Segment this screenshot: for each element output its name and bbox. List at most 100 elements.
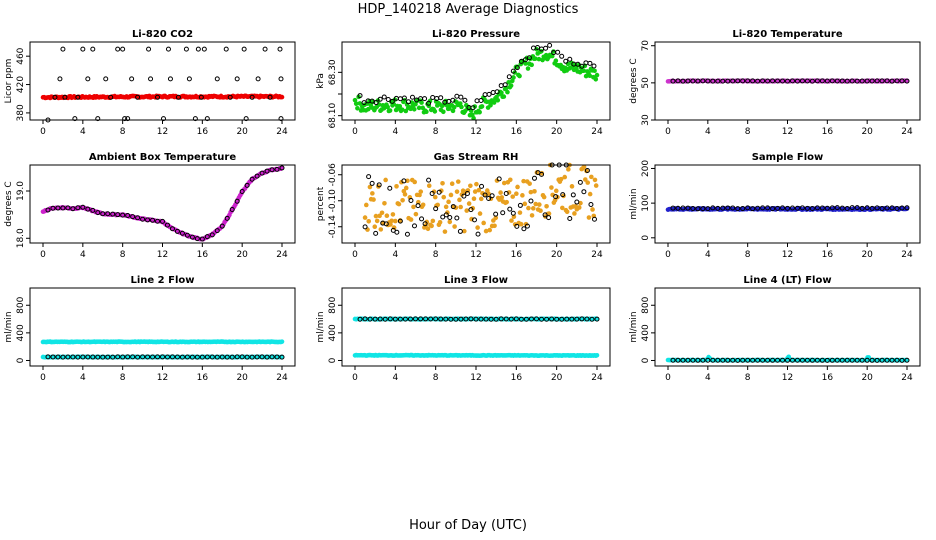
gas-stream-rh-point bbox=[514, 191, 519, 197]
gas-stream-rh-point bbox=[521, 178, 526, 184]
line4-flow-point bbox=[695, 357, 701, 363]
sample-flow-point bbox=[814, 205, 820, 211]
line4-flow-point bbox=[775, 357, 781, 363]
li820-co2-ytick-label: 380 bbox=[16, 104, 26, 121]
li820-temperature-point bbox=[755, 78, 761, 84]
line4-flow-point bbox=[844, 357, 850, 363]
line2-flow-point bbox=[184, 354, 190, 360]
gas-stream-rh-point bbox=[405, 178, 410, 184]
gas-stream-rh-point bbox=[527, 181, 532, 186]
ambient-box-temperature-point bbox=[140, 216, 146, 222]
line2-flow-point bbox=[204, 354, 210, 360]
line2-flow-point bbox=[65, 354, 71, 360]
li820-co2-point bbox=[195, 46, 201, 52]
ambient-box-temperature-xtick-label: 20 bbox=[236, 250, 248, 260]
ambient-box-temperature-point bbox=[120, 212, 126, 218]
line3-flow-xtick-label: 0 bbox=[352, 373, 358, 383]
line3-flow-ytick-label: 0 bbox=[328, 357, 338, 363]
li820-co2-point bbox=[278, 116, 284, 122]
line2-flow-ytick-label: 400 bbox=[16, 324, 26, 341]
line4-flow-ytick-label: 0 bbox=[641, 357, 651, 363]
li820-pressure-point bbox=[525, 66, 531, 71]
gas-stream-rh-point bbox=[371, 197, 376, 202]
li820-co2-point bbox=[165, 46, 171, 52]
line3-flow-ytick-label: 400 bbox=[328, 324, 338, 341]
gas-stream-rh-point bbox=[560, 205, 565, 211]
li820-pressure-point bbox=[459, 104, 464, 110]
gas-stream-rh-point bbox=[426, 183, 432, 189]
li820-pressure-xtick-label: 8 bbox=[433, 127, 439, 137]
li820-pressure-point bbox=[502, 82, 508, 88]
gas-stream-rh-point bbox=[441, 194, 447, 200]
line2-flow-xtick-label: 0 bbox=[40, 373, 46, 383]
sample-flow-point bbox=[730, 205, 736, 211]
li820-co2-point bbox=[125, 116, 131, 122]
line4-flow-xtick-label: 16 bbox=[822, 373, 834, 383]
sample-flow-xtick-label: 0 bbox=[665, 250, 671, 260]
gas-stream-rh-point bbox=[576, 205, 582, 210]
gas-stream-rh-point bbox=[447, 219, 453, 225]
li820-pressure-point bbox=[535, 44, 541, 50]
li820-co2-point bbox=[52, 94, 58, 100]
line2-flow-ytick-label: 0 bbox=[16, 357, 26, 363]
sample-flow-point bbox=[899, 205, 905, 211]
gas-stream-rh-point bbox=[433, 206, 439, 212]
line4-flow-series-1 bbox=[670, 357, 910, 363]
gas-stream-rh-point bbox=[486, 195, 492, 201]
li820-co2-point bbox=[214, 76, 220, 82]
gas-stream-rh-point bbox=[440, 180, 445, 186]
ambient-box-temperature-xtick-label: 8 bbox=[120, 250, 126, 260]
li820-pressure-xtick-label: 0 bbox=[352, 127, 358, 137]
ambient-box-temperature-point bbox=[249, 176, 255, 182]
line3-flow-point bbox=[468, 316, 474, 322]
line3-flow-point bbox=[387, 316, 393, 322]
gas-stream-rh-point bbox=[524, 223, 530, 229]
gas-stream-rh-title: Gas Stream RH bbox=[434, 152, 519, 163]
line3-flow-point bbox=[503, 316, 509, 322]
li820-pressure-point bbox=[591, 63, 597, 69]
ambient-box-temperature-point bbox=[45, 207, 51, 213]
line2-flow-point bbox=[174, 354, 180, 360]
li820-pressure-point bbox=[387, 108, 393, 113]
line3-flow-point bbox=[407, 316, 413, 322]
li820-co2-point bbox=[108, 94, 114, 100]
line2-flow-point bbox=[169, 354, 175, 360]
line3-flow-point bbox=[508, 316, 514, 322]
line2-flow-point bbox=[244, 354, 250, 360]
gas-stream-rh-point bbox=[436, 189, 442, 195]
line4-flow-ytick-label: 400 bbox=[641, 324, 651, 341]
sample-flow-point bbox=[750, 206, 756, 212]
line2-flow-point bbox=[219, 354, 225, 360]
sample-flow-point bbox=[765, 205, 771, 211]
li820-pressure-point bbox=[593, 76, 599, 82]
li820-pressure-point bbox=[457, 101, 463, 106]
gas-stream-rh-point bbox=[509, 218, 514, 223]
li820-co2-panel: Li-820 CO2 Licor ppm 0 4 8 12 16 20 24 380 420 460 bbox=[4, 29, 296, 137]
li820-pressure-point bbox=[523, 61, 528, 66]
li820-co2-point bbox=[75, 94, 81, 100]
line3-flow-point bbox=[549, 316, 555, 322]
gas-stream-rh-frame bbox=[341, 164, 611, 244]
li820-temperature-point bbox=[839, 78, 845, 84]
li820-temperature-point bbox=[904, 78, 910, 84]
gas-stream-rh-point bbox=[504, 199, 509, 205]
gas-stream-rh-point bbox=[489, 193, 495, 199]
gas-stream-rh-point bbox=[432, 194, 438, 200]
gas-stream-rh-point bbox=[446, 199, 451, 205]
gas-stream-rh-point bbox=[431, 189, 437, 194]
li820-temperature-point bbox=[720, 78, 726, 84]
gas-stream-rh-point bbox=[397, 218, 403, 224]
line4-flow-xtick-label: 8 bbox=[745, 373, 751, 383]
gas-stream-rh-point bbox=[531, 175, 537, 181]
line3-flow-point bbox=[523, 316, 529, 322]
li820-temperature-ylabel: degrees C bbox=[629, 58, 639, 103]
ambient-box-temperature-point bbox=[164, 222, 170, 228]
gas-stream-rh-ytick-label: -0.10 bbox=[328, 189, 338, 213]
line4-flow-point bbox=[745, 357, 751, 363]
line3-flow-point bbox=[473, 316, 479, 322]
line4-flow-point bbox=[889, 357, 895, 363]
li820-co2-point bbox=[201, 46, 207, 52]
li820-pressure-point bbox=[575, 61, 581, 67]
gas-stream-rh-point bbox=[420, 202, 426, 208]
li820-pressure-point bbox=[366, 106, 371, 112]
